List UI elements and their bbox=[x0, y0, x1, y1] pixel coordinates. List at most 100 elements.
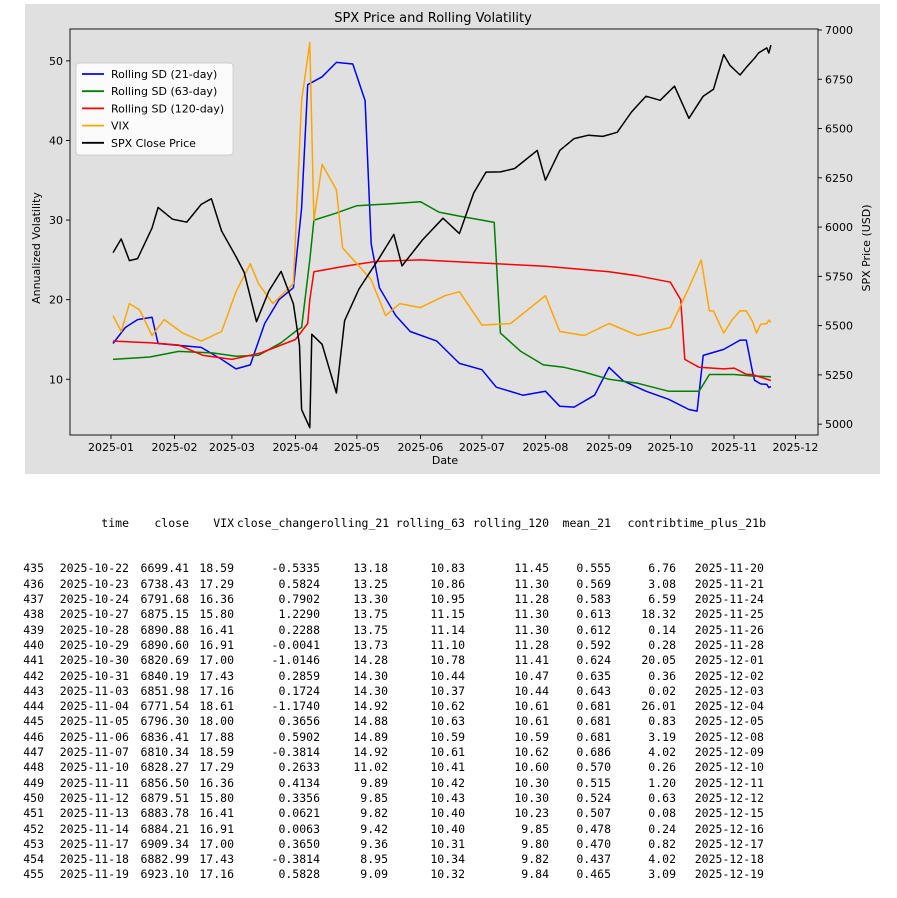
table-cell: 10.61 bbox=[514, 714, 549, 729]
table-cell: 9.36 bbox=[360, 836, 388, 851]
legend-label: Rolling SD (63-day) bbox=[111, 85, 217, 98]
table-row-index: 442 bbox=[23, 668, 44, 683]
table-cell: 6909.34 bbox=[140, 836, 189, 851]
table-cell: 2025-12-18 bbox=[694, 852, 764, 867]
table-cell: 10.37 bbox=[430, 683, 465, 698]
table-cell: 0.524 bbox=[576, 790, 611, 805]
table-cell: 9.85 bbox=[521, 821, 549, 836]
table-cell: 14.92 bbox=[353, 699, 388, 714]
table-cell: 9.84 bbox=[521, 867, 549, 882]
table-cell: 0.507 bbox=[576, 806, 611, 821]
table-cell: 2025-11-14 bbox=[59, 821, 129, 836]
table-cell: 18.32 bbox=[641, 607, 676, 622]
table-cell: 10.43 bbox=[430, 790, 465, 805]
x-tick-label: 2025-03 bbox=[209, 441, 255, 454]
table-cell: 2025-12-03 bbox=[694, 683, 764, 698]
x-tick-label: 2025-04 bbox=[272, 441, 318, 454]
y-right-tick-label: 5500 bbox=[825, 320, 853, 333]
table-cell: 10.83 bbox=[430, 561, 465, 576]
table-row-index: 439 bbox=[23, 622, 44, 637]
table-row: 442 2025-10-31 6840.19 17.43 0.2859 14.30 10.4… bbox=[22, 669, 764, 684]
table-cell: 6882.99 bbox=[140, 852, 189, 867]
table-column-header: time_plus_21b bbox=[676, 515, 767, 530]
table-header-row: time close VIX close_changerolling_21 rollin… bbox=[22, 515, 767, 531]
y-right-tick-label: 6250 bbox=[825, 172, 853, 185]
table-cell: 0.26 bbox=[648, 760, 676, 775]
table-row: 447 2025-11-07 6810.34 18.59 -0.3814 14.92 10.… bbox=[22, 745, 764, 760]
table-cell: 10.44 bbox=[514, 683, 549, 698]
plot-area bbox=[69, 28, 819, 436]
table-row-index: 443 bbox=[23, 683, 44, 698]
table-column-header: close bbox=[154, 515, 189, 530]
chart-title: SPX Price and Rolling Volatility bbox=[334, 11, 532, 26]
table-row: 453 2025-11-17 6909.34 17.00 0.3650 9.36 10.31… bbox=[22, 837, 764, 852]
table-cell: -0.5335 bbox=[271, 561, 320, 576]
table-cell: 2025-11-26 bbox=[694, 622, 764, 637]
y-right-tick-label: 7000 bbox=[825, 24, 853, 37]
table-cell: 8.95 bbox=[360, 852, 388, 867]
table-row: 436 2025-10-23 6738.43 17.29 0.5824 13.25 10.8… bbox=[22, 577, 764, 592]
table-cell: 2025-11-05 bbox=[59, 714, 129, 729]
table-cell: 0.624 bbox=[576, 653, 611, 668]
table-cell: 2025-12-01 bbox=[694, 653, 764, 668]
table-cell: 0.681 bbox=[576, 714, 611, 729]
table-cell: 10.30 bbox=[514, 790, 549, 805]
y-axis-label-left: Annualized Volatility bbox=[30, 192, 43, 304]
table-column-header: rolling_120 bbox=[472, 515, 549, 530]
table-cell: 2025-11-07 bbox=[59, 745, 129, 760]
table-row-index: 451 bbox=[23, 806, 44, 821]
y-left-tick-label: 50 bbox=[49, 55, 63, 68]
table-cell: 2025-12-17 bbox=[694, 836, 764, 851]
table-cell: 9.80 bbox=[521, 836, 549, 851]
data-table: time close VIX close_changerolling_21 rollin… bbox=[22, 485, 767, 898]
table-cell: 16.36 bbox=[199, 775, 234, 790]
table-cell: 3.08 bbox=[648, 576, 676, 591]
table-cell: 11.14 bbox=[430, 622, 465, 637]
table-cell: 6.76 bbox=[648, 561, 676, 576]
table-cell: 17.00 bbox=[199, 653, 234, 668]
table-cell: 10.32 bbox=[430, 867, 465, 882]
table-cell: 2025-11-20 bbox=[694, 561, 764, 576]
table-cell: 11.02 bbox=[353, 760, 388, 775]
table-cell: -0.3814 bbox=[271, 852, 320, 867]
table-cell: 6883.78 bbox=[140, 806, 189, 821]
table-cell: 10.23 bbox=[514, 806, 549, 821]
table-cell: 9.82 bbox=[521, 852, 549, 867]
table-cell: 0.569 bbox=[576, 576, 611, 591]
y-right-tick-label: 6500 bbox=[825, 123, 853, 136]
table-row: 435 2025-10-22 6699.41 18.59 -0.5335 13.18 10.… bbox=[22, 561, 764, 576]
table-cell: 0.681 bbox=[576, 729, 611, 744]
table-cell: 18.59 bbox=[199, 745, 234, 760]
table-cell: 6879.51 bbox=[140, 790, 189, 805]
table-cell: 13.73 bbox=[353, 637, 388, 652]
table-cell: 10.61 bbox=[514, 699, 549, 714]
table-cell: 0.478 bbox=[576, 821, 611, 836]
table-body: 435 2025-10-22 6699.41 18.59 -0.5335 13.18 10.… bbox=[22, 561, 764, 882]
legend-box bbox=[75, 62, 234, 156]
x-tick-label: 2025-12 bbox=[772, 441, 818, 454]
table-cell: 16.91 bbox=[199, 637, 234, 652]
table-cell: 2025-12-16 bbox=[694, 821, 764, 836]
table-cell: 6856.50 bbox=[140, 775, 189, 790]
y-right-tick-label: 5000 bbox=[825, 418, 853, 431]
table-cell: 2025-10-27 bbox=[59, 607, 129, 622]
table-cell: 2025-10-28 bbox=[59, 622, 129, 637]
table-cell: 0.2288 bbox=[278, 622, 320, 637]
table-cell: 16.41 bbox=[199, 806, 234, 821]
table-cell: 2025-11-18 bbox=[59, 852, 129, 867]
table-cell: 0.24 bbox=[648, 821, 676, 836]
table-cell: 0.1724 bbox=[278, 683, 320, 698]
table-cell: 10.44 bbox=[430, 668, 465, 683]
table-cell: 1.20 bbox=[648, 775, 676, 790]
table-column-header: mean_21 bbox=[562, 515, 611, 530]
table-cell: 17.16 bbox=[199, 683, 234, 698]
table-cell: 0.583 bbox=[576, 592, 611, 607]
table-cell: 4.02 bbox=[648, 852, 676, 867]
table-cell: -0.3814 bbox=[271, 745, 320, 760]
table-cell: 11.28 bbox=[514, 637, 549, 652]
x-tick-label: 2025-05 bbox=[334, 441, 380, 454]
y-axis-label-right: SPX Price (USD) bbox=[860, 204, 873, 291]
table-cell: 14.88 bbox=[353, 714, 388, 729]
table-row: 444 2025-11-04 6771.54 18.61 -1.1740 14.92 10.… bbox=[22, 699, 764, 714]
table-cell: 0.592 bbox=[576, 637, 611, 652]
